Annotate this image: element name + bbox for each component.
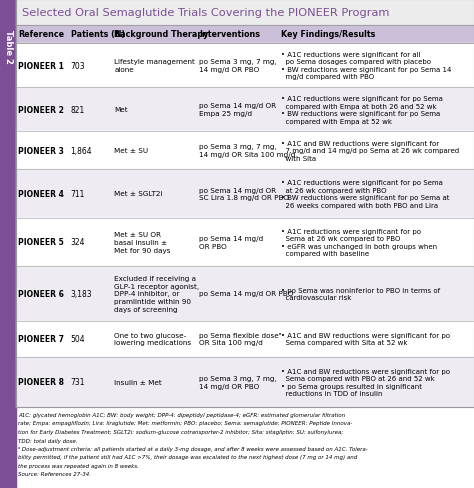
- Text: Reference: Reference: [18, 30, 64, 40]
- Text: One to two glucose-
lowering medications: One to two glucose- lowering medications: [114, 332, 191, 346]
- Text: Patients (N): Patients (N): [71, 30, 125, 40]
- Text: po Sema 14 mg/d OR PBO: po Sema 14 mg/d OR PBO: [199, 291, 293, 297]
- Bar: [16, 321, 474, 357]
- Text: Selected Oral Semaglutide Trials Covering the PIONEER Program: Selected Oral Semaglutide Trials Coverin…: [22, 8, 389, 18]
- Text: • A1C reductions were significant for all
  po Sema dosages compared with placeb: • A1C reductions were significant for al…: [282, 52, 452, 80]
- Text: Table 2: Table 2: [3, 30, 12, 64]
- Text: PIONEER 5: PIONEER 5: [18, 238, 64, 247]
- Text: 1,864: 1,864: [71, 146, 92, 156]
- Text: po Sema 14 mg/d OR
SC Lira 1.8 mg/d OR PBO: po Sema 14 mg/d OR SC Lira 1.8 mg/d OR P…: [199, 187, 289, 201]
- Text: A1C: glycated hemoglobin A1C; BW: body weight; DPP-4: dipeptidyl peptidase-4; eG: A1C: glycated hemoglobin A1C; BW: body w…: [18, 412, 345, 417]
- Text: 324: 324: [71, 238, 85, 247]
- Text: PIONEER 6: PIONEER 6: [18, 289, 64, 298]
- Text: PIONEER 4: PIONEER 4: [18, 189, 64, 199]
- Text: po Sema 3 mg, 7 mg,
14 mg/d OR PBO: po Sema 3 mg, 7 mg, 14 mg/d OR PBO: [199, 375, 277, 389]
- Text: bility permitted, if the patient still had A1C >7%, their dosage was escalated t: bility permitted, if the patient still h…: [18, 454, 357, 460]
- Text: Excluded if receiving a
GLP-1 receptor agonist,
DPP-4 inhibitor, or
pramlintide : Excluded if receiving a GLP-1 receptor a…: [114, 275, 199, 312]
- Text: • A1C reductions were significant for po Sema
  at 26 wk compared with PBO
• BW : • A1C reductions were significant for po…: [282, 180, 450, 208]
- Text: PIONEER 2: PIONEER 2: [18, 105, 64, 115]
- Text: po Sema 14 mg/d
OR PBO: po Sema 14 mg/d OR PBO: [199, 236, 263, 249]
- Text: PIONEER 1: PIONEER 1: [18, 61, 64, 70]
- Text: 731: 731: [71, 378, 85, 386]
- Bar: [16, 26, 474, 44]
- Text: Lifestyle management
alone: Lifestyle management alone: [114, 59, 195, 73]
- Text: 703: 703: [71, 61, 85, 70]
- Text: tion for Early Diabetes Treatment; SGLT2i: sodium-glucose cotransporter-2 inhibi: tion for Early Diabetes Treatment; SGLT2…: [18, 429, 343, 434]
- Text: po Sema 3 mg, 7 mg,
14 mg/d OR Sita 100 mg/d: po Sema 3 mg, 7 mg, 14 mg/d OR Sita 100 …: [199, 144, 295, 158]
- Bar: [16, 132, 474, 170]
- Text: Insulin ± Met: Insulin ± Met: [114, 379, 162, 385]
- Bar: [16, 170, 474, 218]
- Text: the process was repeated again in 8 weeks.: the process was repeated again in 8 week…: [18, 463, 139, 468]
- Bar: [16, 0, 474, 26]
- Text: Met ± SGLT2i: Met ± SGLT2i: [114, 191, 163, 197]
- Bar: [16, 44, 474, 88]
- Text: po Sema 3 mg, 7 mg,
14 mg/d OR PBO: po Sema 3 mg, 7 mg, 14 mg/d OR PBO: [199, 59, 277, 73]
- Text: Background Therapy: Background Therapy: [114, 30, 209, 40]
- Text: rate; Empa: empagliflozin; Lira: liraglutide; Met: metformin; PBO: placebo; Sema: rate; Empa: empagliflozin; Lira: liraglu…: [18, 421, 352, 426]
- Text: 504: 504: [71, 334, 85, 344]
- Text: 711: 711: [71, 189, 85, 199]
- Bar: [16, 357, 474, 407]
- Bar: [16, 266, 474, 321]
- Text: 821: 821: [71, 105, 85, 115]
- Bar: [16, 88, 474, 132]
- Text: ᵃ Dose-adjustment criteria: all patients started at a daily 3-mg dosage, and aft: ᵃ Dose-adjustment criteria: all patients…: [18, 446, 368, 451]
- Text: PIONEER 8: PIONEER 8: [18, 378, 64, 386]
- Text: po Sema flexible doseᵃ
OR Sita 100 mg/d: po Sema flexible doseᵃ OR Sita 100 mg/d: [199, 332, 282, 346]
- Text: • A1C reductions were significant for po
  Sema at 26 wk compared to PBO
• eGFR : • A1C reductions were significant for po…: [282, 228, 438, 257]
- Text: Source: References 27-34.: Source: References 27-34.: [18, 471, 91, 476]
- Text: • A1C reductions were significant for po Sema
  compared with Empa at both 26 an: • A1C reductions were significant for po…: [282, 96, 443, 124]
- Text: Interventions: Interventions: [199, 30, 260, 40]
- Text: TDD: total daily dose.: TDD: total daily dose.: [18, 438, 78, 443]
- Text: 3,183: 3,183: [71, 289, 92, 298]
- Text: • A1C and BW reductions were significant for po
  Sema compared with Sita at 52 : • A1C and BW reductions were significant…: [282, 332, 450, 346]
- Text: Met ± SU OR
basal insulin ±
Met for 90 days: Met ± SU OR basal insulin ± Met for 90 d…: [114, 232, 171, 253]
- Text: Met: Met: [114, 107, 128, 113]
- Bar: [0, 0, 16, 488]
- Bar: [16, 218, 474, 266]
- Text: Met ± SU: Met ± SU: [114, 148, 148, 154]
- Text: Key Findings/Results: Key Findings/Results: [282, 30, 376, 40]
- Text: po Sema 14 mg/d OR
Empa 25 mg/d: po Sema 14 mg/d OR Empa 25 mg/d: [199, 103, 276, 117]
- Text: • A1C and BW reductions were significant for
  7 mg/d and 14 mg/d po Sema at 26 : • A1C and BW reductions were significant…: [282, 141, 459, 162]
- Text: • po Sema was noninferior to PBO in terms of
  cardiovascular risk: • po Sema was noninferior to PBO in term…: [282, 287, 440, 301]
- Text: PIONEER 7: PIONEER 7: [18, 334, 64, 344]
- Text: PIONEER 3: PIONEER 3: [18, 146, 64, 156]
- Text: • A1C and BW reductions were significant for po
  Sema compared with PBO at 26 a: • A1C and BW reductions were significant…: [282, 368, 450, 396]
